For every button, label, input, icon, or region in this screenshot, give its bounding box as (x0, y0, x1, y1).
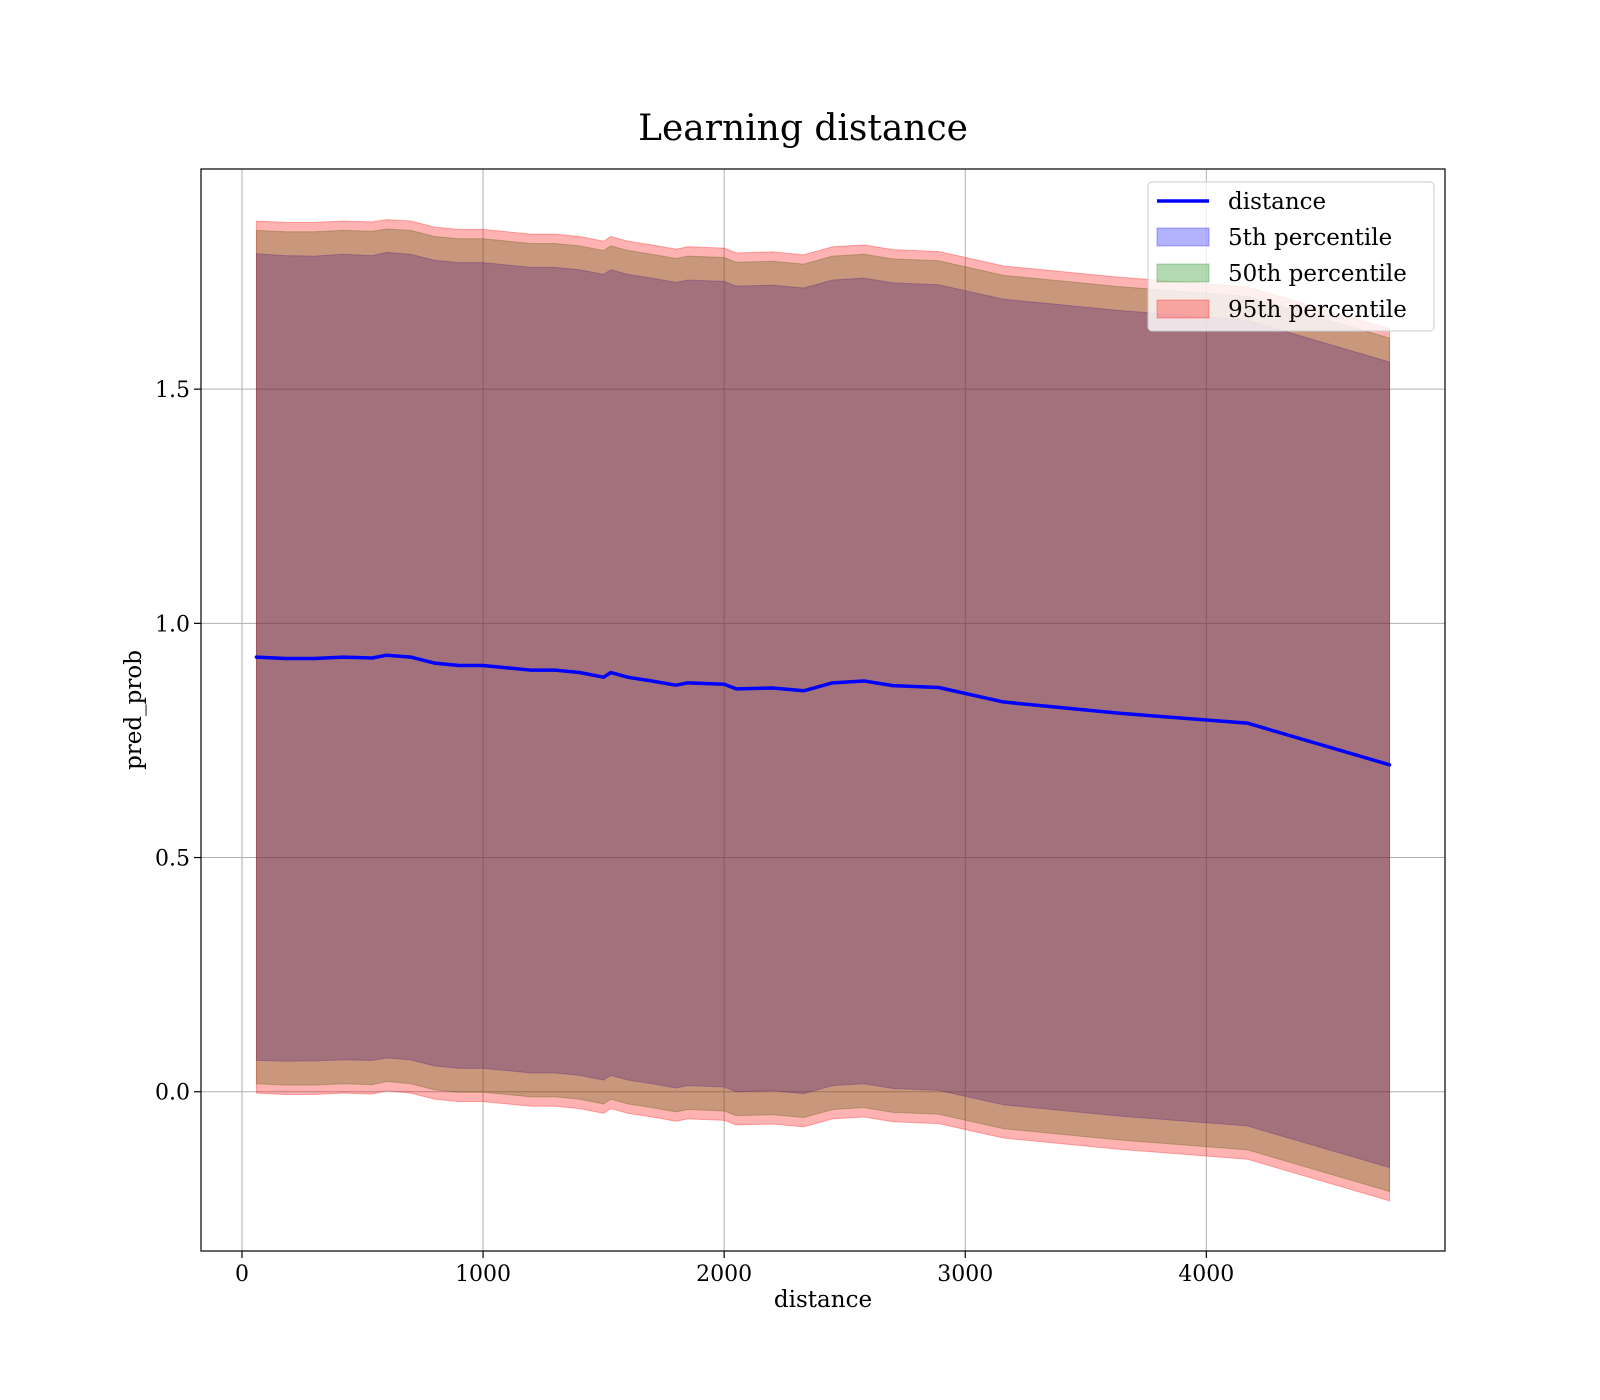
legend-swatch-95th-percentile (1156, 299, 1210, 319)
percentile-bands (255, 219, 1391, 1202)
y-axis-ticks: 0.0 0.5 1.0 1.5 (155, 378, 201, 1106)
legend-label-50th-percentile: 50th percentile (1228, 261, 1407, 287)
band-95th-percentile (255, 219, 1391, 1202)
grid (201, 169, 1445, 1251)
line-distance (254, 653, 1392, 767)
x-tick-label: 3000 (937, 1262, 993, 1287)
legend-label-distance: distance (1228, 189, 1326, 215)
legend-swatch-50th-percentile (1156, 263, 1210, 283)
y-tick-label: 0.5 (155, 847, 190, 872)
y-tick-label: 1.0 (155, 612, 190, 637)
legend-label-95th-percentile: 95th percentile (1228, 297, 1407, 323)
x-axis-ticks: 0 1000 2000 3000 4000 (235, 1251, 1234, 1287)
x-tick-label: 0 (235, 1262, 249, 1287)
legend-swatch-5th-percentile (1156, 227, 1210, 247)
series-lines (254, 653, 1392, 767)
y-tick-label: 0.0 (155, 1081, 190, 1106)
legend-label-5th-percentile: 5th percentile (1228, 225, 1392, 251)
legend: distance 5th percentile 50th percentile 95t… (1147, 181, 1435, 332)
y-tick-label: 1.5 (155, 378, 190, 403)
x-tick-label: 1000 (455, 1262, 511, 1287)
chart-title: Learning distance (638, 108, 968, 149)
plot-frame (200, 168, 1446, 1252)
legend-box (1147, 181, 1435, 332)
band-50th-percentile (255, 228, 1391, 1193)
x-axis-label: distance (774, 1287, 872, 1313)
band-5th-percentile (255, 251, 1391, 1169)
y-axis-label: pred_prob (121, 650, 147, 770)
x-tick-label: 4000 (1178, 1262, 1234, 1287)
x-tick-label: 2000 (696, 1262, 752, 1287)
